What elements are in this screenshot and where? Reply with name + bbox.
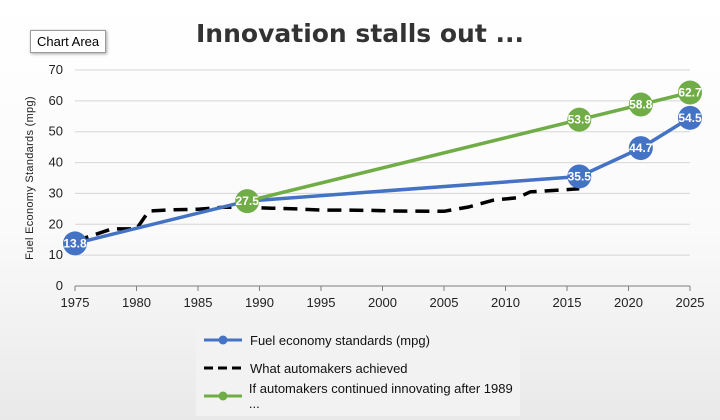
x-tick-label: 2020 <box>614 295 643 310</box>
y-tick-label: 50 <box>49 124 63 139</box>
y-tick-label: 40 <box>49 155 63 170</box>
data-point-2-2[interactable] <box>628 92 653 117</box>
y-tick-label: 30 <box>49 185 63 200</box>
y-axis-ticks: 0 10 20 30 40 50 60 70 <box>49 62 63 293</box>
series-line-1 <box>74 187 580 243</box>
data-point-2-1[interactable] <box>567 107 592 132</box>
data-point-0-2[interactable] <box>567 164 592 189</box>
y-tick-label: 60 <box>49 93 63 108</box>
x-tick-label: 1990 <box>245 295 274 310</box>
legend-label-achieved: What automakers achieved <box>250 360 408 376</box>
x-tick-label: 1980 <box>122 295 151 310</box>
y-tick-label: 10 <box>49 247 63 262</box>
data-label: 13.8 <box>63 236 87 250</box>
x-tick-label: 2025 <box>676 295 705 310</box>
legend[interactable]: Fuel economy standards (mpg) What automa… <box>196 322 520 416</box>
legend-item-achieved[interactable]: What automakers achieved <box>202 358 408 378</box>
gridlines <box>75 69 690 287</box>
data-point-2-0[interactable] <box>235 189 260 214</box>
chart-area-tooltip: Chart Area <box>30 30 107 53</box>
x-tick-label: 1975 <box>61 295 90 310</box>
series-group: 13.8 35.5 44.7 54.5 27.5 53.9 58.8 62.7 <box>63 80 702 256</box>
y-tick-label: 70 <box>49 62 63 77</box>
data-point-0-0[interactable] <box>63 231 87 256</box>
legend-swatch-achieved <box>204 366 242 370</box>
series-line-2 <box>246 90 691 203</box>
data-point-2-3[interactable] <box>678 80 702 105</box>
data-label: 27.5 <box>236 194 260 208</box>
data-label: 62.7 <box>678 86 702 100</box>
legend-item-standards[interactable]: Fuel economy standards (mpg) <box>202 330 430 350</box>
y-tick-label: 20 <box>49 216 63 231</box>
data-point-0-3[interactable] <box>628 136 653 161</box>
x-tick-label: 2000 <box>368 295 397 310</box>
legend-label-standards: Fuel economy standards (mpg) <box>250 332 430 348</box>
legend-label-continued: If automakers continued innovating after… <box>248 381 513 411</box>
legend-item-continued[interactable]: If automakers continued innovating after… <box>202 381 520 411</box>
x-tick-label: 1995 <box>307 295 336 310</box>
data-label: 35.5 <box>568 169 592 183</box>
x-tick-label: 2010 <box>491 295 520 310</box>
legend-swatch-continued <box>204 391 242 401</box>
data-label: 54.5 <box>678 111 702 125</box>
data-label: 58.8 <box>629 98 653 112</box>
x-tick-label: 2005 <box>430 295 459 310</box>
chart-title: Innovation stalls out ... <box>196 19 524 48</box>
y-axis-label: Fuel Economy Standards (mpg) <box>24 96 36 260</box>
data-label: 44.7 <box>629 141 653 155</box>
x-axis-ticks: 1975 1980 1985 1990 1995 2000 2005 2010 2015 2020… <box>61 286 705 310</box>
x-tick-label: 1985 <box>184 295 213 310</box>
legend-swatch-standards <box>204 335 242 345</box>
y-tick-label: 0 <box>56 278 63 293</box>
x-tick-label: 2015 <box>553 295 582 310</box>
data-label: 53.9 <box>568 113 592 127</box>
data-point-0-4[interactable] <box>678 105 702 130</box>
